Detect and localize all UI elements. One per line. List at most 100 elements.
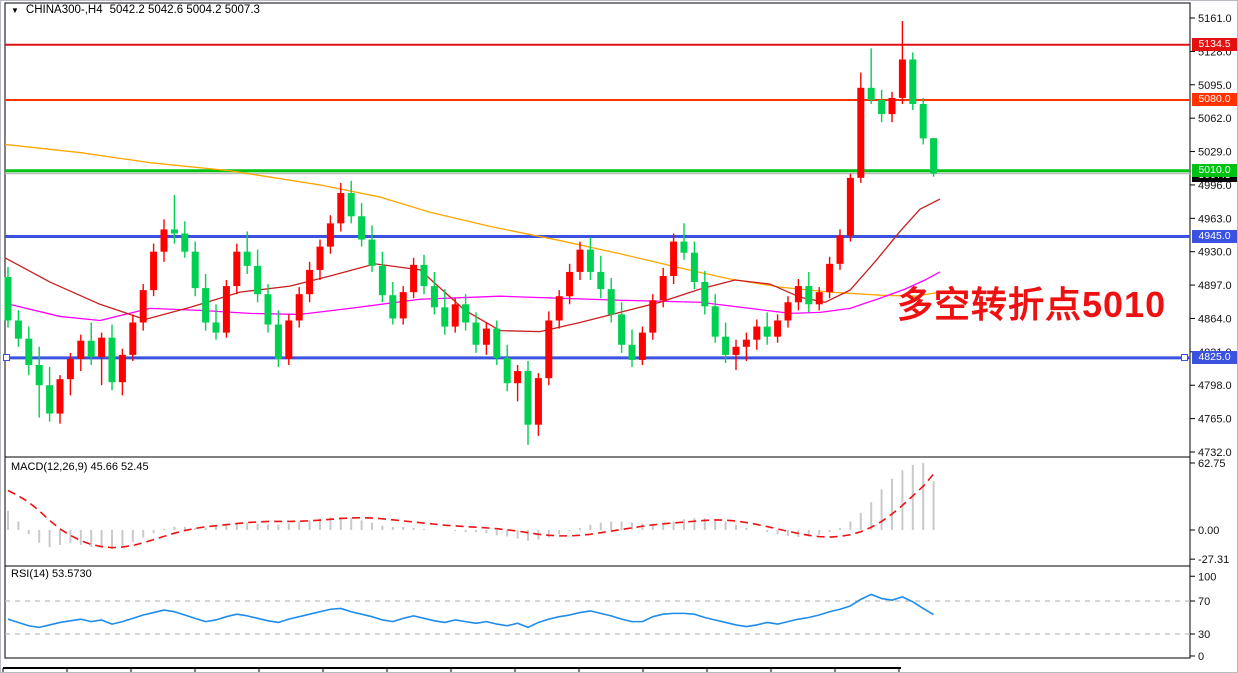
pivot-annotation-text: 多空转折点5010 <box>897 284 1167 325</box>
candle-body-up <box>160 229 168 252</box>
candle-body-up <box>337 193 345 224</box>
main-price-panel[interactable] <box>4 2 1191 458</box>
symbol-timeframe: CHINA300-,H4 <box>25 4 103 16</box>
candle-body-up <box>836 235 844 264</box>
candle-body-up <box>826 263 834 293</box>
candle-body-up <box>659 275 667 301</box>
macd-indicator-label: MACD(12,26,9) 45.66 52.45 <box>11 461 149 473</box>
candle-body-down <box>420 264 428 287</box>
macd-tick-label: 0.00 <box>1198 525 1219 537</box>
candle-body-up <box>898 59 906 98</box>
candle-body-down <box>878 99 886 115</box>
candle-body-down <box>170 229 178 234</box>
candle-body-down <box>368 239 376 266</box>
price-tick-label: 4963.0 <box>1198 213 1232 225</box>
candle-body-up <box>638 332 646 360</box>
rsi-tick-label: 0 <box>1198 651 1204 663</box>
symbol-dropdown-icon[interactable]: ▼ <box>11 6 19 15</box>
candle-body-down <box>763 326 771 337</box>
candle-body-up <box>285 320 293 359</box>
ma-fast-darkred <box>4 198 941 333</box>
candle-body-up <box>139 290 147 323</box>
candle-body-down <box>805 286 813 305</box>
candle-body-down <box>14 320 22 339</box>
candle-body-down <box>389 295 397 319</box>
candle-body-down <box>264 294 272 325</box>
candle-body-down <box>274 324 282 359</box>
candle-body-down <box>711 306 719 337</box>
candle-body-down <box>46 385 54 414</box>
candle-body-up <box>576 249 584 272</box>
candle-body-down <box>607 289 615 315</box>
candle-body-down <box>701 282 709 307</box>
candle-body-up <box>482 328 490 345</box>
candle-body-up <box>774 320 782 337</box>
rsi-line <box>7 593 935 629</box>
candle-body-down <box>212 322 220 333</box>
level-line-handle[interactable] <box>1181 354 1188 362</box>
price-tick-label: 5161.0 <box>1198 13 1232 25</box>
level-badge-5134.5: 5134.5 <box>1192 37 1237 51</box>
candle-body-up <box>306 269 314 295</box>
level-badge-5080.0: 5080.0 <box>1192 92 1237 106</box>
candle-body-up <box>129 322 137 355</box>
price-tick-label: 5062.0 <box>1198 113 1232 125</box>
candle-body-down <box>4 276 12 321</box>
candle-body-up <box>98 337 106 357</box>
candle-body-down <box>87 340 95 357</box>
candles <box>4 21 938 445</box>
candle-body-up <box>514 371 522 384</box>
candle-body-up <box>649 300 657 333</box>
macd-tick-label: 62.75 <box>1198 458 1226 470</box>
level-line-handle[interactable] <box>3 354 10 362</box>
candle-body-up <box>732 346 740 355</box>
price-tick-label: 4798.0 <box>1198 380 1232 392</box>
candle-body-up <box>555 296 563 321</box>
candle-body-up <box>545 320 553 379</box>
candle-body-down <box>597 271 605 290</box>
candle-body-down <box>909 59 917 104</box>
candle-body-up <box>77 340 85 359</box>
candle-body-up <box>222 286 230 333</box>
candle-body-down <box>722 336 730 355</box>
candle-body-up <box>399 292 407 319</box>
candle-body-down <box>254 265 262 295</box>
candle-body-up <box>66 358 74 380</box>
candle-body-up <box>753 326 761 340</box>
level-badge-4945.0: 4945.0 <box>1192 229 1237 243</box>
candle-body-down <box>930 138 938 174</box>
rsi-tick-label: 70 <box>1198 596 1210 608</box>
candle-body-down <box>680 241 688 253</box>
candle-body-up <box>846 177 854 236</box>
candle-body-down <box>243 251 251 266</box>
macd-signal-line <box>7 473 935 549</box>
candle-body-down <box>919 103 927 139</box>
candle-body-down <box>586 249 594 272</box>
ohlc-values: 5042.2 5042.6 5004.2 5007.3 <box>109 4 260 16</box>
candle-body-up <box>56 379 64 414</box>
price-tick-label: 4765.0 <box>1198 414 1232 426</box>
rsi-tick-label: 30 <box>1198 629 1210 641</box>
ma-slow-orange <box>4 143 941 297</box>
price-axis[interactable]: 5161.05128.05095.05062.05029.04996.04963… <box>1190 13 1232 663</box>
candle-body-down <box>493 328 501 358</box>
chart-header: ▼ CHINA300-,H4 5042.2 5042.6 5004.2 5007… <box>11 4 260 16</box>
candle-body-down <box>35 364 43 386</box>
level-badge-4825.0: 4825.0 <box>1192 350 1237 364</box>
candle-body-up <box>857 87 865 178</box>
candle-body-down <box>358 216 366 240</box>
candle-body-down <box>690 252 698 283</box>
rsi-tick-label: 100 <box>1198 571 1216 583</box>
rsi-indicator-label: RSI(14) 53.5730 <box>11 568 92 580</box>
candle-body-up <box>150 251 158 291</box>
candle-body-up <box>233 251 241 287</box>
price-tick-label: 4930.0 <box>1198 247 1232 259</box>
macd-panel[interactable] <box>4 456 1191 567</box>
candle-body-down <box>867 87 875 100</box>
candle-body-up <box>670 241 678 276</box>
price-tick-label: 5029.0 <box>1198 147 1232 159</box>
candle-body-up <box>742 339 750 347</box>
candle-body-up <box>451 304 459 327</box>
level-badge-5010.0: 5010.0 <box>1192 163 1237 177</box>
